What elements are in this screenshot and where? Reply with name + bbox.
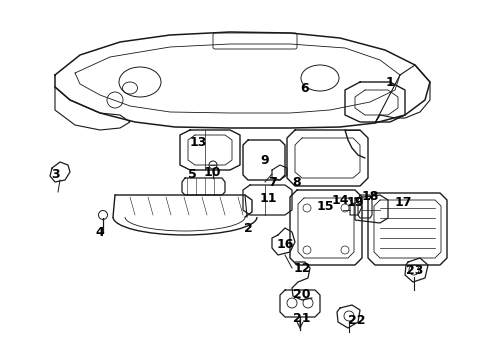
Text: 15: 15	[316, 201, 334, 213]
Text: 18: 18	[361, 190, 379, 203]
Text: 9: 9	[261, 153, 270, 166]
Text: 4: 4	[96, 226, 104, 239]
Text: 3: 3	[50, 168, 59, 181]
Text: 14: 14	[331, 194, 349, 207]
Text: 7: 7	[268, 176, 276, 189]
Text: 11: 11	[259, 192, 277, 204]
Text: 5: 5	[188, 168, 196, 181]
Text: 13: 13	[189, 136, 207, 149]
Text: 22: 22	[348, 314, 366, 327]
Text: 17: 17	[394, 197, 412, 210]
Text: 23: 23	[406, 264, 424, 276]
Text: 8: 8	[293, 176, 301, 189]
Text: 19: 19	[346, 195, 364, 208]
Text: 20: 20	[293, 288, 311, 302]
Text: 6: 6	[301, 81, 309, 94]
Text: 12: 12	[293, 261, 311, 274]
Text: 10: 10	[203, 166, 221, 179]
Text: 16: 16	[276, 238, 294, 252]
Text: 2: 2	[244, 221, 252, 234]
Text: 21: 21	[293, 311, 311, 324]
Text: 1: 1	[386, 76, 394, 89]
